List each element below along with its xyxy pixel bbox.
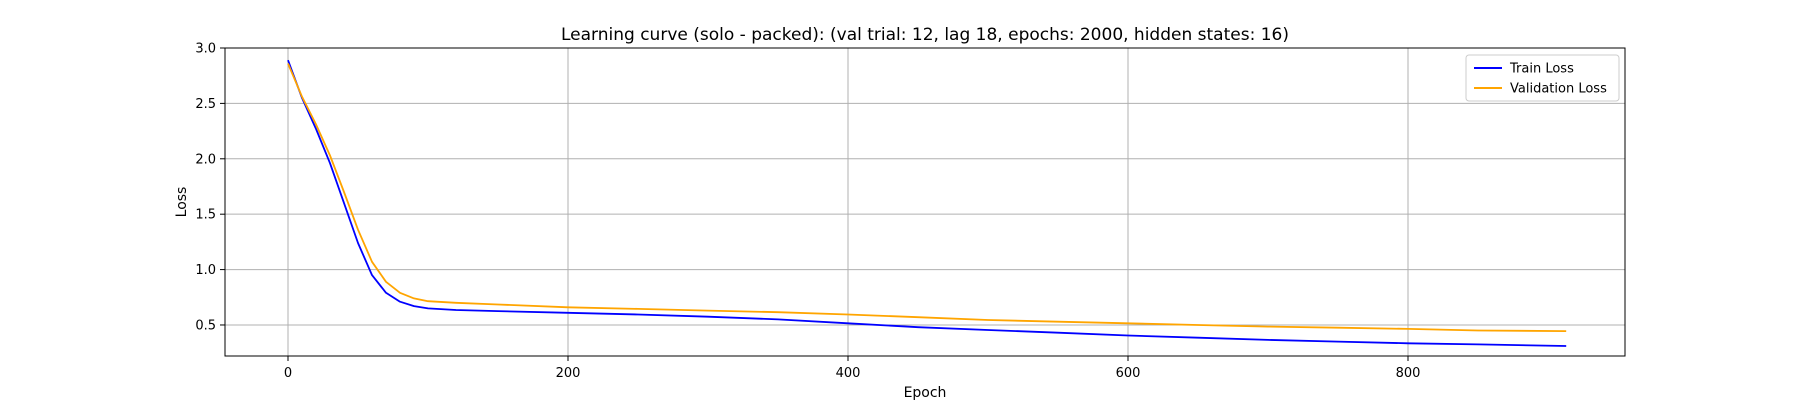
x-tick-label: 200 [556, 366, 581, 381]
series-line-0 [287, 59, 1567, 347]
legend: Train Loss Validation Loss [1465, 54, 1620, 102]
grid-lines [225, 47, 1625, 356]
x-tick-label: 0 [284, 366, 292, 381]
y-tick-label: 1.5 [195, 208, 216, 223]
y-tick-label: 3.0 [195, 42, 216, 57]
chart-title: Learning curve (solo - packed): (val tri… [561, 25, 1289, 45]
plot-frame [224, 47, 1626, 357]
legend-label: Validation Loss [1510, 82, 1607, 97]
y-tick-label: 2.5 [195, 97, 216, 112]
legend-box [1465, 54, 1620, 102]
x-axis: 0 200 400 600 800 [284, 356, 1421, 381]
y-axis-label: Loss [174, 187, 190, 218]
y-tick-label: 2.0 [195, 152, 216, 167]
x-axis-label: Epoch [904, 385, 947, 400]
x-tick-label: 800 [1396, 366, 1421, 381]
y-tick-label: 0.5 [195, 318, 216, 333]
series-lines [287, 59, 1567, 347]
series-line-1 [287, 63, 1567, 332]
legend-label: Train Loss [1509, 62, 1574, 77]
y-tick-label: 1.0 [195, 263, 216, 278]
y-axis: 0.5 1.0 1.5 2.0 2.5 3.0 [195, 42, 225, 333]
x-tick-label: 600 [1116, 366, 1141, 381]
x-tick-label: 400 [836, 366, 861, 381]
